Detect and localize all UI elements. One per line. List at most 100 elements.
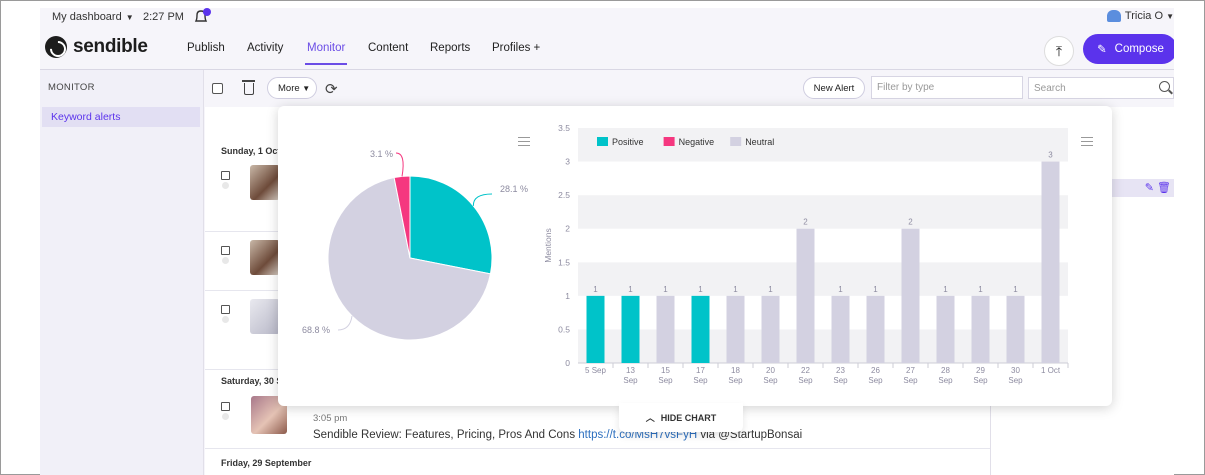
dashboard-selector[interactable]: My dashboard ▼: [52, 11, 134, 23]
notification-bell-icon[interactable]: [192, 8, 212, 26]
bar-data-label: 1: [873, 285, 878, 294]
x-tick-label: 20: [766, 366, 775, 375]
row-checkbox[interactable]: [221, 171, 230, 180]
sentiment-pie-chart: 28.1 % 68.8 % 3.1 %: [302, 149, 528, 341]
bar-data-label: 1: [1013, 285, 1018, 294]
brand-name: sendible: [73, 36, 148, 57]
pencil-icon: ✎: [1097, 44, 1107, 56]
plot-band: [578, 329, 1068, 363]
x-tick-label: 27: [906, 366, 915, 375]
monitor-sidebar: MONITOR Keyword alerts: [40, 70, 204, 475]
y-tick-label: 2: [565, 224, 570, 234]
refresh-icon[interactable]: ⟳: [325, 81, 338, 98]
row-checkbox[interactable]: [221, 402, 230, 411]
legend-swatch: [597, 137, 608, 146]
y-tick-label: 1.5: [558, 257, 570, 267]
x-tick-label: 18: [731, 366, 740, 375]
logo-mark-icon: [45, 36, 67, 58]
compose-button[interactable]: ✎ Compose: [1083, 34, 1174, 64]
post-time: 3:05 pm: [313, 413, 348, 424]
bar: [621, 295, 640, 363]
post-image: [250, 299, 280, 334]
edit-delete-icons: ✎ 🗑: [1144, 182, 1171, 194]
x-tick-label: 29: [976, 366, 985, 375]
bar: [761, 295, 780, 363]
nav-reports[interactable]: Reports: [430, 42, 471, 54]
x-tick-label: Sep: [658, 376, 673, 385]
post-text: Sendible Review: Features, Pricing, Pros…: [313, 429, 802, 441]
plot-band: [578, 295, 1068, 330]
row-checkbox[interactable]: [221, 246, 230, 255]
bar-data-label: 1: [978, 285, 983, 294]
chevron-up-icon: ︿: [645, 413, 655, 423]
legend-label: Positive: [612, 137, 644, 147]
post-body: Sendible Review: Features, Pricing, Pros…: [313, 429, 579, 441]
user-menu[interactable]: Tricia O ▼: [1106, 10, 1174, 23]
pie-menu-icon[interactable]: [518, 137, 530, 146]
x-tick-label: Sep: [693, 376, 708, 385]
sentiment-chart-card: 28.1 % 68.8 % 3.1 % 0 0.5 1 1.5 2 2.5 3 3.5 Mentio…: [278, 106, 1112, 406]
post-link[interactable]: https://t.co/MsH7vsFyH: [578, 429, 698, 441]
select-all-checkbox[interactable]: [212, 83, 223, 94]
pie-connector: [472, 193, 493, 206]
row-checkbox[interactable]: [221, 305, 230, 314]
pie-label: 68.8 %: [302, 325, 330, 335]
x-tick-label: 1 Oct: [1041, 366, 1061, 375]
y-tick-label: 3.5: [558, 123, 570, 133]
feed-toolbar: More ▼ ⟳ New Alert Filter by type Search: [205, 70, 1174, 107]
bar-data-label: 1: [733, 285, 738, 294]
chevron-down-icon: ▼: [125, 13, 134, 22]
compose-label: Compose: [1114, 43, 1164, 55]
search-icon[interactable]: [1159, 81, 1170, 92]
pie-slice-neutral: [327, 176, 492, 341]
x-tick-label: 30: [1011, 366, 1020, 375]
unread-dot: [222, 413, 229, 420]
hide-chart-label: HIDE CHART: [660, 412, 717, 423]
nav-activity[interactable]: Activity: [247, 42, 284, 54]
bar: [901, 228, 920, 363]
delete-icon[interactable]: [242, 80, 255, 95]
bar-data-label: 2: [803, 218, 808, 227]
search-input[interactable]: Search: [1028, 77, 1174, 99]
caret-down-icon: ▼: [302, 84, 311, 93]
nav-publish[interactable]: Publish: [187, 42, 225, 54]
pie-slice-positive: [409, 175, 493, 275]
y-tick-label: 2.5: [558, 190, 570, 200]
legend-swatch: [730, 137, 742, 146]
hide-chart-button[interactable]: ︿ HIDE CHART: [619, 403, 743, 432]
x-tick-label: Sep: [903, 376, 918, 385]
sidebar-item-keyword-alerts[interactable]: Keyword alerts: [42, 107, 200, 127]
legend-label: Neutral: [745, 137, 774, 147]
nav-profiles[interactable]: Profiles +: [492, 42, 541, 54]
bar: [936, 295, 955, 363]
bar-data-label: 1: [593, 285, 598, 294]
pie-slice-negative: [393, 175, 411, 259]
new-alert-button[interactable]: New Alert: [803, 77, 865, 99]
plot-band: [578, 195, 1068, 229]
avatar: [1106, 10, 1121, 23]
x-tick-label: Sep: [938, 376, 953, 385]
y-tick-label: 1: [565, 291, 570, 301]
x-tick-label: 26: [871, 366, 880, 375]
unread-dot: [222, 257, 229, 264]
nav-content[interactable]: Content: [368, 42, 409, 54]
more-dropdown[interactable]: More ▼: [267, 77, 317, 99]
post-via: via @StartupBonsai: [697, 429, 803, 441]
x-tick-label: 17: [696, 366, 705, 375]
sendible-logo[interactable]: sendible: [45, 36, 148, 58]
nav-monitor[interactable]: Monitor: [304, 42, 348, 65]
more-label: More: [278, 83, 300, 94]
filter-by-type-input[interactable]: Filter by type: [871, 76, 1023, 99]
bar-menu-icon[interactable]: [1081, 137, 1093, 146]
bar-data-label: 1: [838, 285, 843, 294]
upload-button[interactable]: ⤒: [1044, 36, 1074, 66]
bar-data-label: 1: [663, 285, 668, 294]
legend-swatch: [663, 137, 675, 146]
bar-data-label: 1: [768, 285, 773, 294]
y-tick-label: 0: [565, 358, 570, 368]
y-tick-label: 0.5: [558, 324, 570, 334]
x-tick-label: 23: [836, 366, 845, 375]
bar: [691, 295, 710, 363]
bar: [586, 295, 605, 363]
